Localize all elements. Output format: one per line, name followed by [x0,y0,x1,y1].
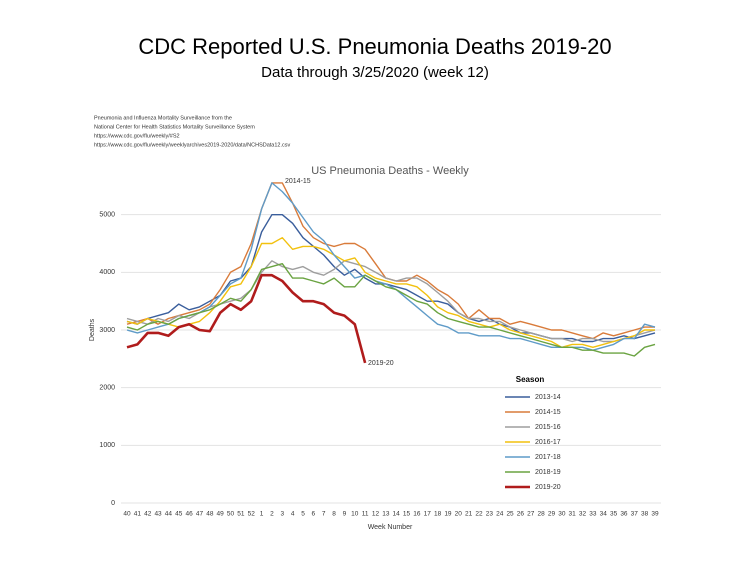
x-tick-label: 35 [610,511,618,518]
x-tick-label: 49 [217,511,225,518]
legend-label: 2018-19 [535,469,561,476]
series-line [126,260,656,343]
x-tick-label: 13 [382,511,390,518]
annotation: 2019-20 [368,360,394,367]
y-axis-label: Deaths [89,318,96,341]
x-tick-label: 43 [154,511,162,518]
x-tick-label: 48 [206,511,214,518]
x-tick-label: 26 [517,511,525,518]
source-line: https://www.cdc.gov/flu/weekly/weeklyarc… [94,142,291,148]
x-tick-label: 3 [280,511,284,518]
y-tick-label: 0 [111,500,115,507]
x-tick-label: 23 [486,511,494,518]
x-tick-label: 52 [248,511,256,518]
x-tick-label: 31 [569,511,577,518]
y-tick-label: 2000 [99,385,115,392]
x-tick-label: 2 [270,511,274,518]
x-tick-label: 37 [631,511,639,518]
x-tick-label: 21 [465,511,473,518]
y-tick-label: 3000 [99,327,115,334]
x-tick-label: 25 [506,511,514,518]
legend-label: 2017-18 [535,454,561,461]
x-tick-label: 39 [651,511,659,518]
x-tick-label: 17 [424,511,432,518]
page-subtitle: Data through 3/25/2020 (week 12) [261,64,489,81]
x-tick-label: 24 [496,511,504,518]
source-line: Pneumonia and Influenza Mortality Survei… [94,115,232,121]
x-tick-label: 4 [291,511,295,518]
legend-label: 2014-15 [535,409,561,416]
series-line [126,263,656,357]
source-line: https://www.cdc.gov/flu/weekly/#S2 [94,133,180,139]
x-tick-label: 30 [558,511,566,518]
x-tick-label: 20 [455,511,463,518]
x-tick-label: 22 [475,511,483,518]
x-tick-label: 15 [403,511,411,518]
series-line [126,273,367,364]
x-tick-label: 5 [301,511,305,518]
y-tick-label: 5000 [99,212,115,219]
legend-label: 2016-17 [535,439,561,446]
x-tick-label: 18 [434,511,442,518]
source-line: National Center for Health Statistics Mo… [94,124,255,130]
x-tick-label: 46 [186,511,194,518]
chart-title: US Pneumonia Deaths - Weekly [311,165,469,177]
x-tick-label: 29 [548,511,556,518]
y-tick-label: 4000 [99,269,115,276]
x-tick-label: 14 [393,511,401,518]
x-tick-label: 34 [600,511,608,518]
x-tick-label: 28 [538,511,546,518]
x-tick-label: 1 [260,511,264,518]
x-tick-label: 7 [322,511,326,518]
x-tick-label: 9 [343,511,347,518]
legend-label: 2013-14 [535,394,561,401]
x-tick-label: 41 [134,511,142,518]
series-line [126,182,656,351]
x-tick-label: 51 [237,511,245,518]
x-tick-label: 50 [227,511,235,518]
x-tick-label: 6 [312,511,316,518]
series-line [126,214,656,343]
y-tick-label: 1000 [99,442,115,449]
legend-label: 2019-20 [535,484,561,491]
legend-label: 2015-16 [535,424,561,431]
x-tick-label: 11 [362,511,369,518]
x-axis-label: Week Number [368,524,413,531]
annotation: 2014-15 [285,178,311,185]
x-tick-label: 16 [413,511,421,518]
x-tick-label: 40 [123,511,131,518]
x-tick-label: 12 [372,511,380,518]
x-tick-label: 42 [144,511,152,518]
legend-title: Season [516,375,545,384]
x-tick-label: 32 [579,511,587,518]
page-title: CDC Reported U.S. Pneumonia Deaths 2019-… [138,34,611,59]
x-tick-label: 44 [165,511,173,518]
x-tick-label: 19 [444,511,452,518]
x-tick-label: 10 [351,511,359,518]
x-tick-label: 47 [196,511,204,518]
x-tick-label: 38 [641,511,649,518]
x-tick-label: 36 [620,511,628,518]
x-tick-label: 45 [175,511,183,518]
x-tick-label: 33 [589,511,597,518]
x-tick-label: 8 [332,511,336,518]
x-tick-label: 27 [527,511,535,518]
